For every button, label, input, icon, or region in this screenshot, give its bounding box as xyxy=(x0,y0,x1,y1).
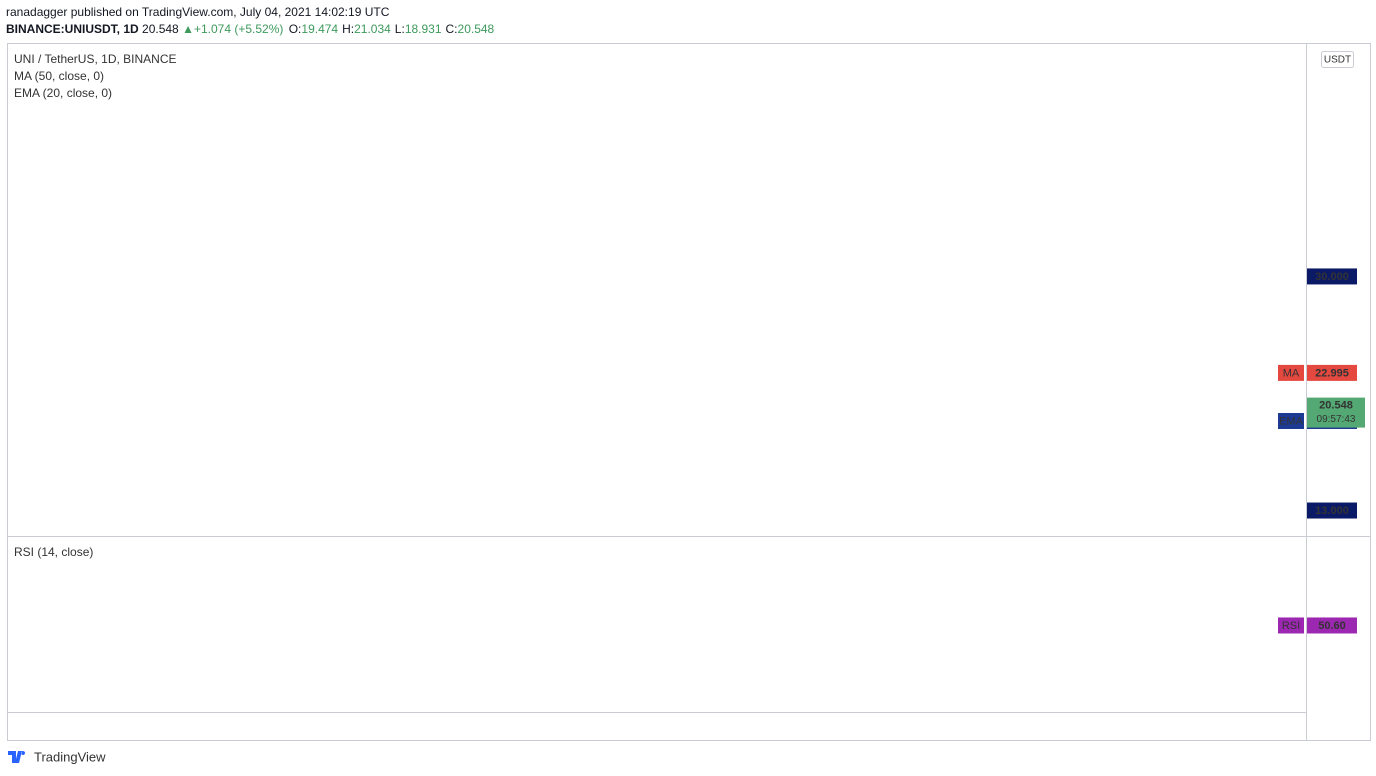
ohlc-value: 20.548 xyxy=(457,22,495,36)
last-price-badge xyxy=(1307,397,1365,428)
level-badge xyxy=(1307,268,1357,285)
ohlc-value: 18.931 xyxy=(404,22,442,36)
rsi-badge-tag: RSI xyxy=(1282,620,1300,632)
footer-brand: TradingView xyxy=(34,749,106,764)
chart-frame xyxy=(7,43,1371,741)
ohlc-label: L: xyxy=(394,22,405,36)
last-price: 20.548 xyxy=(142,22,179,36)
ohlc-label: H: xyxy=(342,22,355,36)
axes: 30.00013.000MA22.995EMA19.502RSI50.6020.… xyxy=(1278,268,1365,634)
ohlc-label: O: xyxy=(288,22,302,36)
logo-icon xyxy=(8,751,26,763)
symbol-line: BINANCE:UNIUSDT, 1D 20.548 ▲+1.074 (+5.5… xyxy=(6,22,494,36)
ohlc-value: 21.034 xyxy=(354,22,391,36)
rsi-badge-value: 50.60 xyxy=(1318,620,1346,632)
ma-badge-tag-box xyxy=(1278,412,1304,429)
unit-box xyxy=(1321,51,1354,68)
ma-badge-tag-box xyxy=(1278,364,1304,381)
rsi-badge-value-box xyxy=(1307,617,1357,634)
ohlc-value: 19.474 xyxy=(301,22,339,36)
publisher: ranadagger published on TradingView.com,… xyxy=(6,5,390,19)
ma-badge-tag: EMA xyxy=(1279,415,1304,427)
ohlc: O:19.474 H:21.034 L:18.931 C:20.548 xyxy=(287,22,495,36)
level-badge-label: 30.000 xyxy=(1315,271,1349,283)
tradingview-logo: TradingView xyxy=(8,749,106,764)
symbol: BINANCE:UNIUSDT, 1D xyxy=(6,22,139,36)
ma-badge-value-box xyxy=(1307,364,1357,381)
change-arrow: ▲ xyxy=(182,22,194,36)
countdown: 09:57:43 xyxy=(1317,414,1356,425)
rsi-title: RSI (14, close) xyxy=(14,545,93,559)
level-badge xyxy=(1307,502,1357,519)
ma-badge-value: 22.995 xyxy=(1315,367,1349,379)
unit-label: USDT xyxy=(1324,55,1351,66)
change: +1.074 (+5.52%) xyxy=(193,22,284,36)
rsi-badge-tag-box xyxy=(1278,617,1304,634)
ma-badge-tag: MA xyxy=(1283,367,1300,379)
level-badge-label: 13.000 xyxy=(1315,505,1349,517)
legend-ma: MA (50, close, 0) xyxy=(14,69,104,83)
last-price-badge-label: 20.548 xyxy=(1319,399,1353,411)
publisher-line: ranadagger published on TradingView.com,… xyxy=(6,5,389,19)
legend-ema: EMA (20, close, 0) xyxy=(14,86,112,100)
chart-title: UNI / TetherUS, 1D, BINANCE xyxy=(14,52,177,66)
ohlc-label: C: xyxy=(445,22,458,36)
